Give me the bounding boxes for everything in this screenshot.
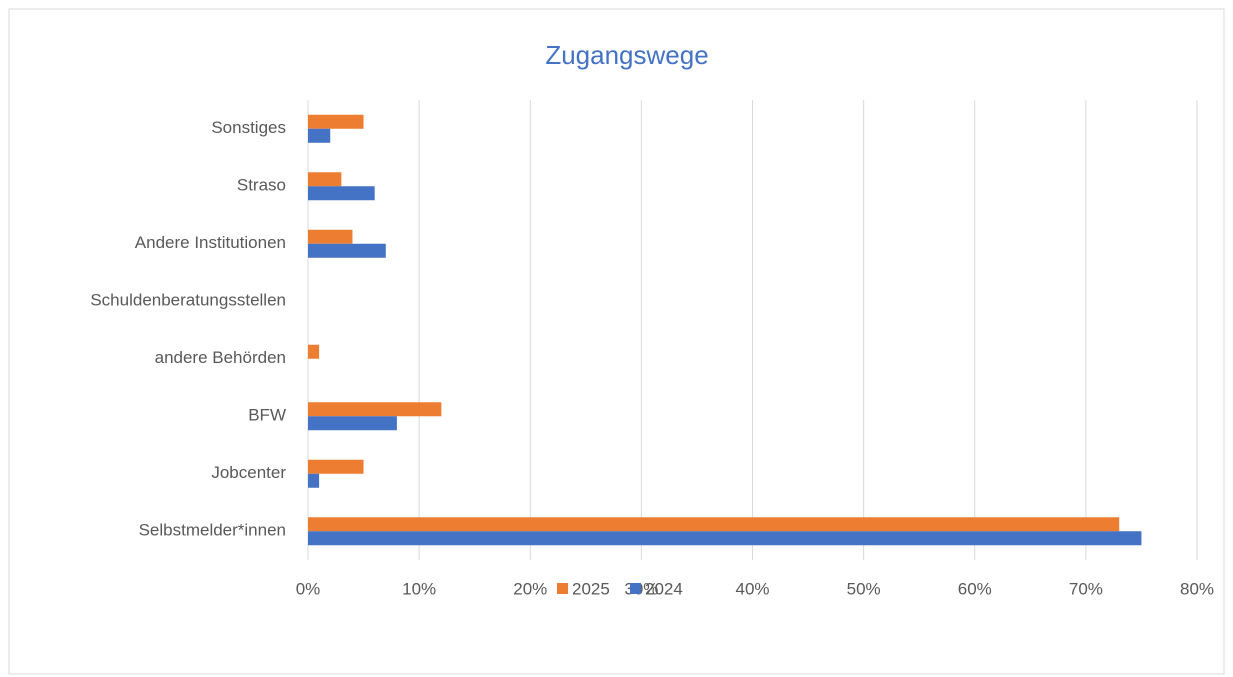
bar	[308, 172, 342, 187]
x-tick-label: 80%	[1180, 579, 1214, 598]
x-tick-label: 0%	[296, 579, 321, 598]
x-tick-label: 20%	[513, 579, 547, 598]
legend-label: 2025	[572, 579, 610, 598]
bar	[308, 114, 364, 129]
y-tick-label: Selbstmelder*innen	[139, 521, 286, 540]
x-tick-label: 60%	[958, 579, 992, 598]
x-tick-label: 10%	[402, 579, 436, 598]
y-tick-label: andere Behörden	[155, 348, 286, 367]
x-tick-label: 70%	[1069, 579, 1103, 598]
bar	[308, 416, 397, 431]
y-tick-label: Straso	[237, 176, 286, 195]
x-tick-label: 50%	[847, 579, 881, 598]
bar	[308, 517, 1120, 532]
y-tick-label: Sonstiges	[211, 118, 286, 137]
bar	[308, 186, 375, 201]
legend-label: 2024	[645, 579, 683, 598]
bar	[308, 229, 353, 244]
bar	[308, 243, 386, 258]
y-tick-label: BFW	[248, 406, 286, 425]
bar	[308, 459, 364, 474]
bar	[308, 402, 442, 417]
y-tick-label: Jobcenter	[211, 463, 286, 482]
chart-frame	[8, 8, 1225, 675]
bar	[308, 128, 331, 143]
y-tick-label: Schuldenberatungsstellen	[90, 291, 286, 310]
bar	[308, 473, 320, 488]
legend-swatch	[630, 583, 641, 594]
bar	[308, 344, 320, 359]
chart-title: Zugangswege	[545, 40, 708, 70]
x-tick-label: 40%	[735, 579, 769, 598]
legend-swatch	[557, 583, 568, 594]
bar	[308, 531, 1142, 546]
y-tick-label: Andere Institutionen	[135, 233, 286, 252]
